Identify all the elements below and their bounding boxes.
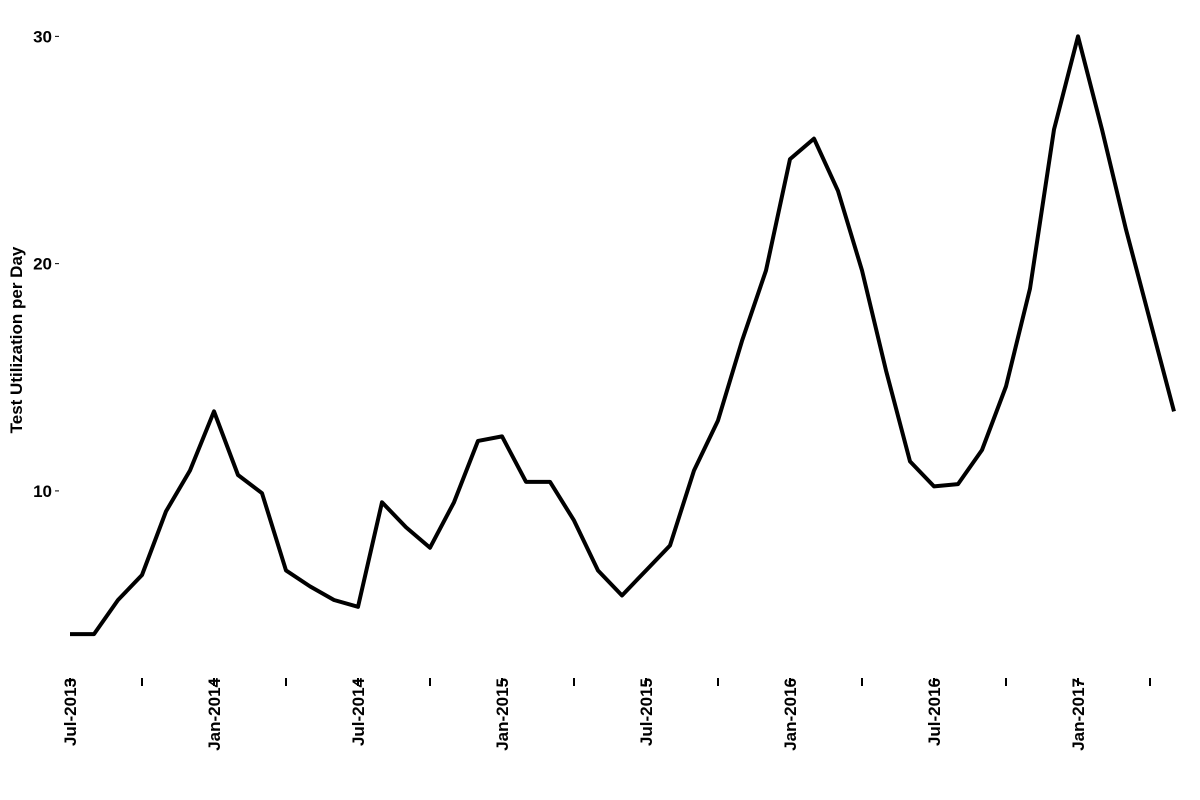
x-tick-label: Jan-2017 <box>1069 678 1088 751</box>
x-tick-label: Jul-2016 <box>925 678 944 746</box>
y-tick-label: 30 <box>33 27 52 46</box>
x-tick-label: Jan-2016 <box>781 678 800 751</box>
x-tick-label: Jan-2015 <box>493 678 512 751</box>
data-line <box>70 34 1176 637</box>
y-tick-label: 20 <box>33 255 52 274</box>
x-tick-label: Jul-2015 <box>637 678 656 746</box>
y-tick-label: 10 <box>33 482 52 501</box>
y-axis-label: Test Utilization per Day <box>7 246 26 433</box>
x-tick-label: Jan-2014 <box>205 677 224 750</box>
x-tick-label: Jul-2013 <box>61 678 80 746</box>
x-tick-label: Jul-2014 <box>349 677 368 746</box>
